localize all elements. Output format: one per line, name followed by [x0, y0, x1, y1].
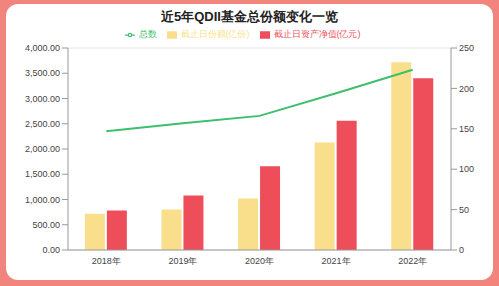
svg-text:2022年: 2022年 [398, 256, 427, 266]
svg-text:200: 200 [459, 84, 474, 94]
svg-text:2020年: 2020年 [245, 256, 274, 266]
svg-text:2018年: 2018年 [92, 256, 121, 266]
svg-text:1,500.00: 1,500.00 [25, 169, 60, 179]
svg-text:2021年: 2021年 [322, 256, 351, 266]
html-text:截止日份额(亿份): 截止日份额(亿份) [180, 29, 250, 39]
html-text:近5年QDII基金总份额变化一览: 近5年QDII基金总份额变化一览 [161, 9, 338, 24]
svg-text:500.00: 500.00 [32, 220, 60, 230]
svg-text:3,500.00: 3,500.00 [25, 68, 60, 78]
html-text:总数: 总数 [138, 29, 157, 39]
svg-text:2,500.00: 2,500.00 [25, 119, 60, 129]
svg-text:2019年: 2019年 [168, 256, 197, 266]
svg-text:4,000.00: 4,000.00 [25, 43, 60, 53]
html-text:截止日资产净值(亿元): 截止日资产净值(亿元) [273, 29, 361, 39]
svg-text:0.00: 0.00 [42, 245, 60, 255]
svg-text:0: 0 [459, 245, 464, 255]
svg-text:2,000.00: 2,000.00 [25, 144, 60, 154]
svg-text:250: 250 [459, 43, 474, 53]
svg-text:150: 150 [459, 124, 474, 134]
svg-text:100: 100 [459, 164, 474, 174]
svg-text:3,000.00: 3,000.00 [25, 94, 60, 104]
svg-text:50: 50 [459, 205, 469, 215]
svg-text:1,000.00: 1,000.00 [25, 195, 60, 205]
